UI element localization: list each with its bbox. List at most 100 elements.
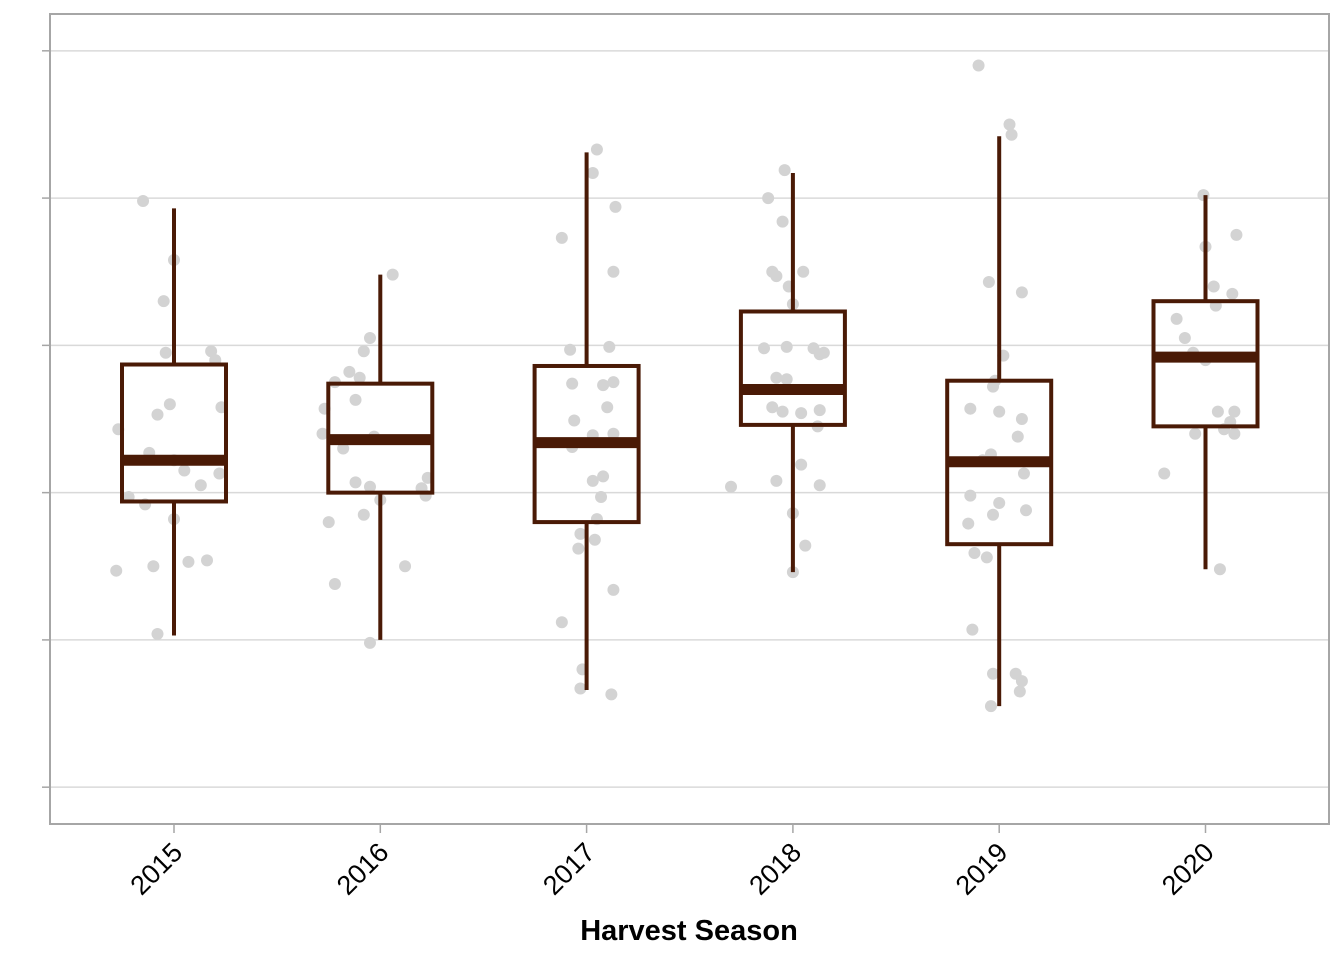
data-point <box>1015 675 1028 688</box>
data-point <box>201 554 214 567</box>
data-point <box>770 371 783 384</box>
data-point <box>725 480 738 493</box>
data-point <box>770 474 783 487</box>
plot-frame <box>49 13 1330 825</box>
data-point <box>182 555 195 568</box>
data-point <box>1189 427 1202 440</box>
data-point <box>110 564 123 577</box>
data-point <box>399 560 412 573</box>
data-point <box>343 365 356 378</box>
data-point <box>962 517 975 530</box>
data-point <box>780 373 793 386</box>
data-point <box>163 398 176 411</box>
data-point <box>568 414 581 427</box>
data-point <box>964 489 977 502</box>
data-point <box>328 577 341 590</box>
data-point <box>178 464 191 477</box>
data-point <box>1170 312 1183 325</box>
data-point <box>1230 228 1243 241</box>
data-point <box>1017 467 1030 480</box>
data-point <box>987 667 1000 680</box>
data-point <box>555 616 568 629</box>
data-point <box>151 628 164 641</box>
data-point <box>607 427 620 440</box>
box-iqr <box>120 362 228 504</box>
data-point <box>322 516 335 529</box>
data-point <box>363 332 376 344</box>
data-point <box>574 527 587 540</box>
data-point <box>762 192 775 205</box>
data-point <box>1211 405 1224 418</box>
data-point <box>1197 189 1210 202</box>
data-point <box>349 476 362 489</box>
data-point <box>597 470 610 483</box>
data-point <box>588 533 601 546</box>
x-axis-title: Harvest Season <box>580 915 798 947</box>
box-iqr <box>1151 299 1260 429</box>
data-point <box>778 164 791 177</box>
data-point <box>357 345 370 358</box>
data-point <box>357 508 370 521</box>
data-point <box>572 542 585 555</box>
x-tick-label: 2015 <box>125 837 189 901</box>
data-point <box>1015 286 1028 299</box>
data-point <box>386 268 399 281</box>
data-point <box>157 295 170 308</box>
grid-lines <box>42 50 1329 788</box>
data-point <box>363 636 376 649</box>
data-point <box>1020 504 1033 517</box>
data-point <box>987 508 1000 521</box>
data-point <box>968 547 981 560</box>
data-point <box>982 276 995 289</box>
data-point <box>1011 430 1024 443</box>
x-tick-label: 2018 <box>743 837 807 901</box>
data-point <box>1013 685 1026 698</box>
data-point <box>987 380 1000 393</box>
data-point <box>1015 413 1028 425</box>
data-point <box>993 405 1006 418</box>
data-point <box>349 393 362 406</box>
data-point <box>984 700 997 713</box>
data-point <box>766 401 779 414</box>
data-point <box>605 688 618 701</box>
box-iqr <box>738 309 847 427</box>
data-point <box>601 401 614 414</box>
data-point <box>795 458 808 471</box>
data-point <box>964 402 977 415</box>
x-tick-label: 2017 <box>537 837 601 901</box>
data-point <box>159 346 172 359</box>
data-point <box>137 195 150 208</box>
data-point <box>799 539 812 552</box>
data-point <box>1005 128 1018 141</box>
data-point <box>597 379 610 392</box>
data-point <box>797 265 810 278</box>
data-point <box>586 474 599 487</box>
data-point <box>758 342 771 355</box>
data-point <box>607 265 620 278</box>
data-point <box>316 427 329 440</box>
data-point <box>1228 427 1241 440</box>
data-point <box>795 407 808 420</box>
data-point <box>555 231 568 244</box>
data-point <box>151 408 164 421</box>
x-tick-label: 2016 <box>331 837 395 901</box>
data-point <box>1178 332 1191 344</box>
data-point <box>817 346 830 359</box>
data-point <box>353 371 366 384</box>
data-point <box>1226 287 1239 300</box>
data-point <box>607 583 620 596</box>
data-point <box>213 467 226 480</box>
jitter-points <box>110 59 1243 713</box>
data-point <box>1158 467 1171 480</box>
data-point <box>1213 563 1226 576</box>
data-point <box>564 343 577 356</box>
data-point <box>337 442 350 455</box>
x-axis: 2015 2016 2017 2018 2019 2020 <box>125 824 1220 901</box>
data-point <box>603 340 616 353</box>
data-point <box>770 270 783 283</box>
data-point <box>194 479 207 492</box>
data-point <box>1003 118 1016 131</box>
x-tick-label: 2019 <box>950 837 1014 901</box>
data-point <box>566 377 579 390</box>
